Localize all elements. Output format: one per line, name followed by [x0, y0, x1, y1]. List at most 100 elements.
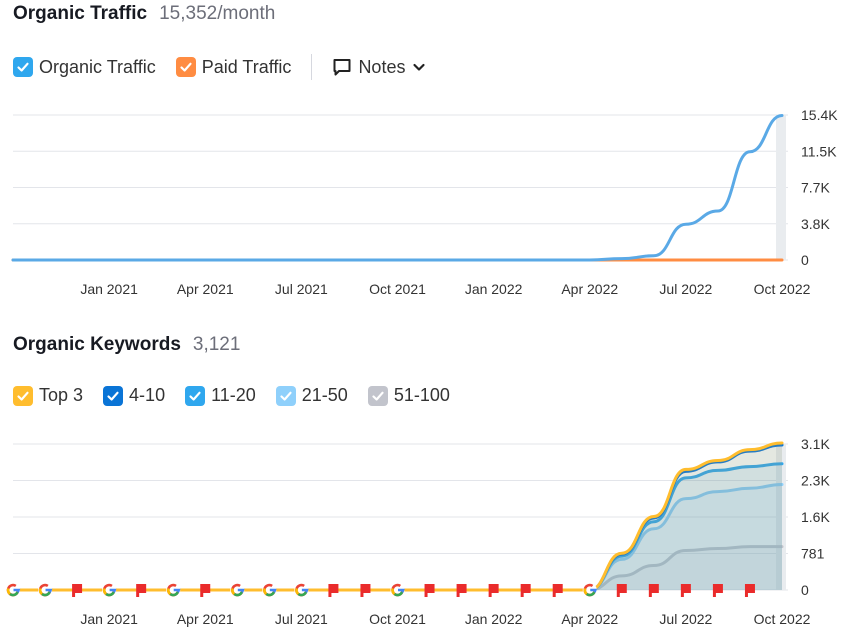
flag-shape: [712, 584, 723, 597]
current-period-band: [776, 444, 786, 590]
google-arc-yellow: [583, 588, 588, 596]
legend-paid-traffic[interactable]: Paid Traffic: [175, 57, 291, 78]
google-arc-yellow: [391, 588, 396, 596]
flag-icon: [552, 584, 563, 597]
legend-51-100[interactable]: 51-100: [367, 385, 450, 406]
y-tick-label: 2.3K: [801, 473, 830, 489]
x-tick-label: Oct 2022: [754, 611, 811, 627]
legend-4-10[interactable]: 4-10: [103, 385, 165, 406]
current-period-band: [776, 115, 786, 260]
y-tick-label: 3.1K: [801, 436, 830, 452]
traffic-legend: Organic Traffic Paid Traffic Notes: [13, 54, 433, 80]
series-area: [13, 546, 782, 590]
google-icon: [6, 583, 21, 597]
google-bar-blue: [173, 588, 181, 593]
google-arc-green: [585, 591, 596, 597]
legend-top-3[interactable]: Top 3: [13, 385, 83, 406]
google-bar-blue: [590, 588, 598, 593]
traffic-metric: 15,352/month: [159, 3, 276, 24]
google-icon: [294, 583, 309, 597]
google-arc-yellow: [102, 588, 108, 596]
y-tick-label: 0: [801, 252, 809, 268]
google-arc-green: [41, 591, 51, 597]
flag-icon: [712, 584, 723, 597]
legend-organic-traffic[interactable]: Organic Traffic: [13, 57, 156, 78]
organic-traffic-chart: 15.4K 11.5K 7.7K 3.8K 0 Jan 2021 Apr 2021 Jul 2…: [11, 107, 838, 297]
flag-shape: [680, 584, 691, 597]
flag-icon: [72, 584, 83, 597]
checkbox-icon[interactable]: [13, 385, 33, 406]
checkbox-icon[interactable]: [367, 385, 388, 406]
legend-label: 21-50: [301, 385, 348, 405]
flag-icon: [136, 584, 147, 597]
checkbox-icon[interactable]: [175, 57, 196, 77]
flag-icon: [360, 584, 371, 597]
checkbox-icon[interactable]: [185, 385, 206, 406]
flag-icon: [520, 584, 531, 597]
keywords-title: Organic Keywords: [13, 334, 181, 355]
series-area: [13, 463, 782, 590]
chevron-down-icon: [413, 63, 426, 71]
google-arc-yellow: [295, 588, 300, 596]
google-arc-green: [105, 591, 115, 597]
y-tick-label: 7.7K: [801, 180, 830, 196]
notes-dropdown[interactable]: Notes: [332, 57, 433, 78]
traffic-header: Organic Traffic 15,352/month: [13, 3, 275, 25]
series-area: [13, 443, 782, 590]
x-tick-label: Jul 2021: [275, 281, 328, 297]
flag-shape: [488, 584, 499, 597]
keywords-header: Organic Keywords 3,121: [13, 334, 240, 356]
x-tick-label: Jan 2022: [465, 281, 523, 297]
google-arc-green: [265, 591, 276, 597]
flag-icon: [680, 584, 691, 597]
google-bar-blue: [237, 588, 245, 593]
y-tick-label: 11.5K: [801, 143, 837, 159]
google-icon: [166, 583, 181, 597]
keywords-legend: Top 3 4-10 11-20 21-50 51-100: [13, 385, 470, 406]
organic-keywords-chart: 3.1K 2.3K 1.6K 781 0 Jan 2021 Apr 2021 Jul 2021…: [6, 436, 830, 627]
legend-label: 4-10: [129, 385, 166, 405]
google-icon: [230, 583, 245, 597]
legend-label: Top 3: [39, 385, 84, 405]
flag-icon: [328, 584, 339, 597]
google-arc-yellow: [263, 588, 268, 596]
google-bar-blue: [13, 588, 21, 593]
checkbox-icon[interactable]: [275, 385, 296, 406]
flag-shape: [520, 584, 531, 597]
google-arc-green: [393, 591, 404, 597]
flag-shape: [72, 584, 83, 597]
google-arc-green: [233, 591, 244, 597]
x-tick-label: Oct 2021: [369, 281, 426, 297]
flag-icon: [616, 584, 627, 597]
x-tick-label: Jul 2022: [659, 611, 712, 627]
y-tick-label: 781: [801, 546, 825, 562]
x-tick-label: Apr 2021: [177, 281, 234, 297]
google-icon: [38, 583, 53, 597]
google-arc-green: [169, 591, 180, 597]
flag-shape: [328, 584, 339, 597]
traffic-title: Organic Traffic: [13, 3, 148, 24]
legend-11-20[interactable]: 11-20: [185, 385, 256, 406]
y-tick-label: 3.8K: [801, 216, 830, 232]
x-tick-label: Jul 2022: [659, 281, 712, 297]
divider: [311, 54, 313, 80]
keywords-metric: 3,121: [192, 334, 241, 355]
y-tick-label: 1.6K: [801, 509, 830, 525]
google-bar-blue: [109, 588, 117, 593]
checkbox-icon[interactable]: [13, 57, 33, 77]
flag-shape: [200, 584, 211, 597]
y-tick-label: 0: [801, 582, 809, 598]
legend-21-50[interactable]: 21-50: [275, 385, 348, 406]
x-tick-label: Jan 2021: [80, 611, 138, 627]
x-tick-label: Apr 2022: [561, 611, 618, 627]
legend-label: 11-20: [211, 385, 256, 405]
checkbox-icon[interactable]: [103, 385, 124, 406]
flag-shape: [744, 584, 755, 597]
google-icon: [262, 583, 277, 597]
flag-shape: [424, 584, 435, 597]
flag-icon: [424, 584, 435, 597]
flag-shape: [616, 584, 627, 597]
google-arc-yellow: [231, 588, 236, 596]
flag-shape: [360, 584, 371, 597]
legend-label: 51-100: [393, 385, 450, 405]
